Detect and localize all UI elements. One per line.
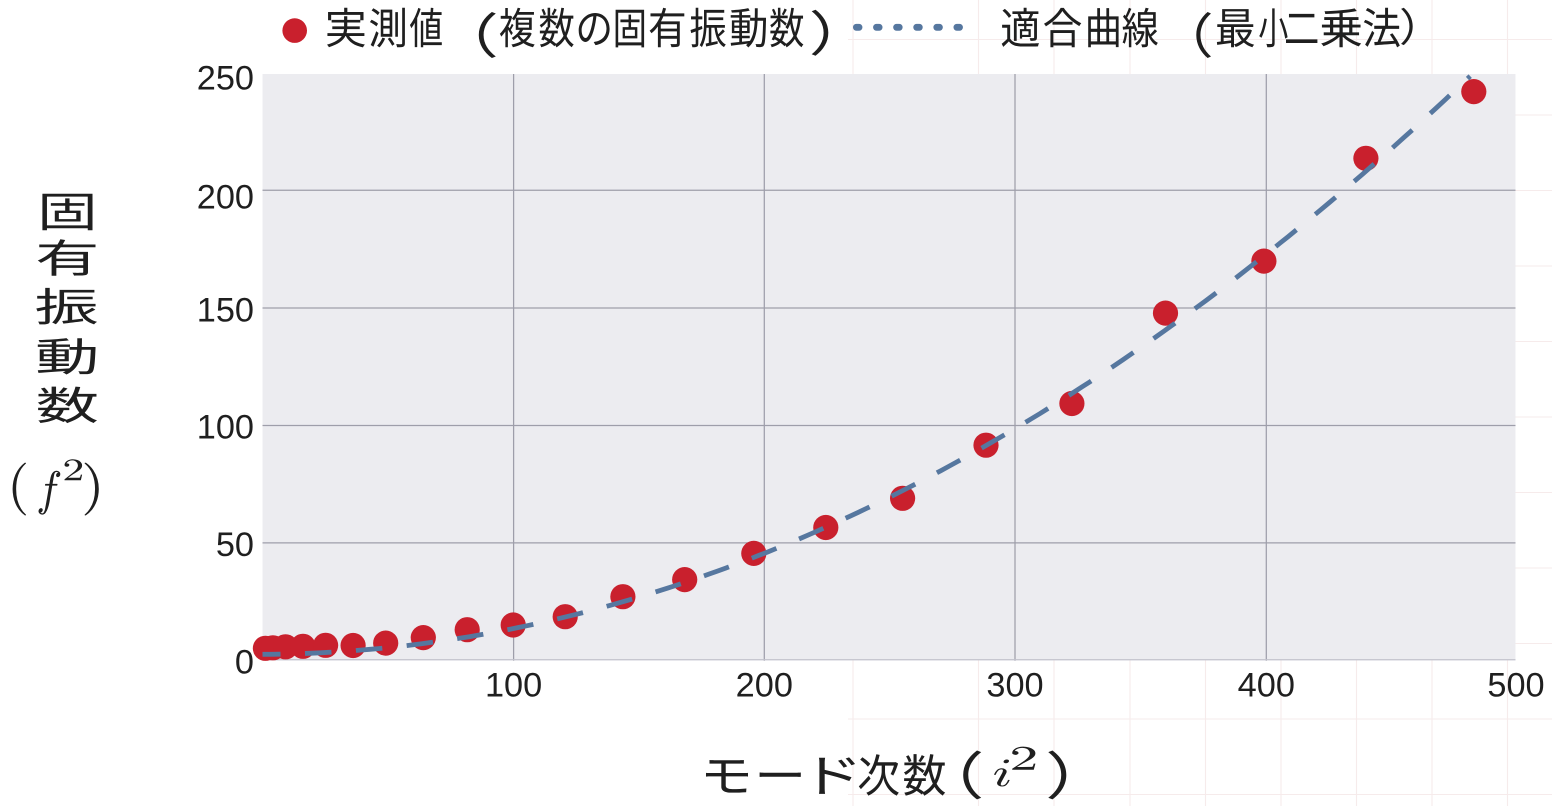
svg-text:200: 200: [197, 179, 254, 217]
svg-text:300: 300: [986, 667, 1043, 705]
svg-text:0: 0: [235, 644, 254, 682]
svg-text:100: 100: [485, 667, 542, 705]
svg-text:200: 200: [736, 667, 793, 705]
svg-text:250: 250: [197, 60, 254, 98]
svg-text:500: 500: [1487, 667, 1544, 705]
svg-text:400: 400: [1238, 667, 1295, 705]
svg-text:50: 50: [216, 526, 254, 564]
svg-text:150: 150: [197, 292, 254, 330]
svg-text:100: 100: [197, 409, 254, 447]
